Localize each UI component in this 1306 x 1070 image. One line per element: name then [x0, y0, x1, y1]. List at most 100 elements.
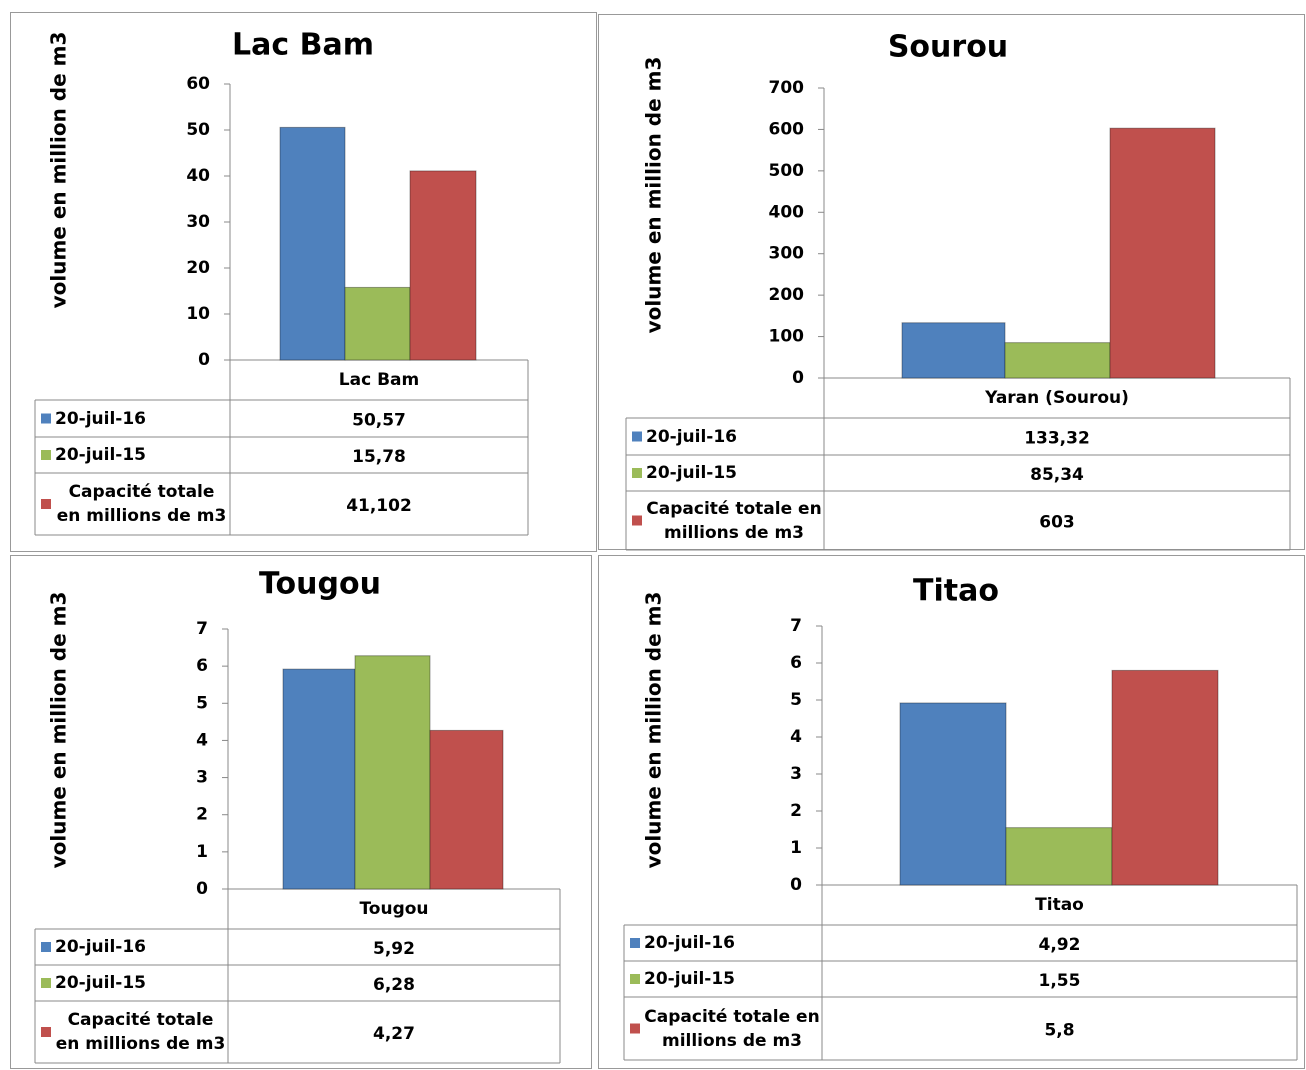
category-label: Lac Bam: [339, 370, 419, 390]
chart-title: Titao: [913, 574, 999, 609]
category-label: Yaran (Sourou): [984, 388, 1129, 408]
data-table-value: 5,92: [373, 939, 415, 959]
legend-label: 20-juil-15: [55, 445, 147, 465]
y-tick-label: 7: [790, 616, 802, 636]
bar: [1111, 669, 1219, 886]
y-tick-label: 400: [769, 202, 805, 222]
bar: [1005, 827, 1113, 886]
legend-cell: 20-juil-15: [55, 973, 147, 993]
y-tick-label: 40: [186, 166, 210, 186]
legend-label: 20-juil-15: [644, 969, 736, 989]
legend-label: 20-juil-16: [55, 937, 147, 957]
y-tick-label: 10: [186, 304, 210, 324]
bar: [344, 286, 411, 361]
legend-cell: 20-juil-16: [55, 937, 147, 957]
bar: [1004, 342, 1111, 379]
y-tick-label: 100: [769, 327, 805, 347]
y-tick-label: 500: [769, 161, 805, 181]
legend-swatch: [632, 515, 642, 526]
legend-swatch: [41, 1027, 51, 1037]
category-label: Titao: [1035, 895, 1084, 915]
y-tick-label: 2: [790, 801, 802, 821]
data-table-value: 50,57: [352, 411, 406, 431]
y-tick-label: 50: [186, 120, 210, 140]
data-table-value: 85,34: [1030, 465, 1084, 485]
legend-cell: Capacité totale en millions de m3: [644, 1006, 820, 1051]
legend-label: Capacité totale en millions de m3: [55, 1010, 226, 1054]
legend-cell: 20-juil-16: [646, 426, 738, 447]
y-axis-label: volume en million de m3: [47, 32, 71, 309]
data-table-value: 133,32: [1024, 429, 1090, 449]
y-tick-label: 1: [790, 838, 802, 858]
bar: [429, 729, 504, 890]
legend-cell: 20-juil-16: [55, 408, 147, 429]
y-tick-label: 200: [769, 285, 805, 305]
bar: [901, 322, 1006, 379]
legend-cell: 20-juil-15: [644, 969, 736, 989]
chart-title: Sourou: [888, 30, 1008, 65]
legend-cell: Capacité totale en millions de m3: [55, 1010, 226, 1054]
legend-label: 20-juil-16: [646, 426, 738, 447]
chart-title: Lac Bam: [232, 28, 374, 63]
y-tick-label: 300: [769, 244, 805, 264]
data-table-value: 1,55: [1039, 971, 1081, 991]
y-tick-label: 1: [196, 842, 208, 862]
legend-cell: 20-juil-15: [646, 463, 738, 483]
data-table-value: 603: [1039, 513, 1075, 533]
legend-swatch: [630, 938, 640, 948]
y-tick-label: 700: [769, 78, 805, 98]
legend-swatch: [632, 431, 642, 442]
bar: [409, 170, 477, 361]
legend-swatch: [41, 978, 51, 988]
legend-cell: Capacité totale en millions de m3: [56, 482, 227, 526]
y-tick-label: 0: [792, 368, 804, 388]
y-axis-label: volume en million de m3: [47, 592, 71, 869]
legend-label: Capacité totale en millions de m3: [644, 1006, 820, 1051]
data-table-value: 41,102: [346, 496, 412, 516]
data-table-value: 5,8: [1044, 1021, 1074, 1041]
y-tick-label: 4: [196, 730, 208, 750]
y-tick-label: 0: [196, 879, 208, 899]
bar: [279, 126, 346, 361]
legend-swatch: [632, 468, 642, 478]
y-tick-label: 5: [790, 690, 802, 710]
legend-label: Capacité totale en millions de m3: [56, 482, 227, 526]
legend-label: 20-juil-15: [55, 973, 147, 993]
y-tick-label: 6: [790, 653, 802, 673]
bar: [899, 702, 1007, 886]
y-axis-label: volume en million de m3: [642, 57, 666, 334]
category-label: Tougou: [359, 899, 428, 919]
y-tick-label: 2: [196, 805, 208, 825]
legend-swatch: [41, 413, 51, 424]
bar: [282, 668, 356, 890]
data-table-value: 4,92: [1039, 935, 1081, 955]
data-table-value: 4,27: [373, 1024, 415, 1044]
y-tick-label: 0: [790, 875, 802, 895]
legend-label: 20-juil-15: [646, 463, 738, 483]
legend-label: 20-juil-16: [644, 933, 736, 953]
y-tick-label: 20: [186, 258, 210, 278]
legend-label: Capacité totale en millions de m3: [646, 498, 822, 543]
legend-swatch: [41, 450, 51, 460]
y-tick-label: 4: [790, 727, 802, 747]
y-tick-label: 0: [198, 350, 210, 370]
y-tick-label: 3: [196, 768, 208, 788]
y-tick-label: 600: [769, 119, 805, 139]
data-table-value: 6,28: [373, 975, 415, 995]
legend-swatch: [630, 1023, 640, 1034]
legend-swatch: [41, 942, 51, 952]
y-tick-label: 6: [196, 656, 208, 676]
y-tick-label: 3: [790, 764, 802, 784]
legend-cell: 20-juil-15: [55, 445, 147, 465]
y-tick-label: 60: [186, 74, 210, 94]
legend-swatch: [630, 974, 640, 984]
legend-cell: Capacité totale en millions de m3: [646, 498, 822, 543]
legend-cell: 20-juil-16: [644, 933, 736, 953]
chart-title: Tougou: [259, 567, 381, 602]
y-axis-label: volume en million de m3: [642, 592, 666, 869]
legend-swatch: [41, 499, 51, 509]
legend-label: 20-juil-16: [55, 408, 147, 429]
bar: [354, 655, 431, 890]
bar: [1109, 127, 1216, 379]
